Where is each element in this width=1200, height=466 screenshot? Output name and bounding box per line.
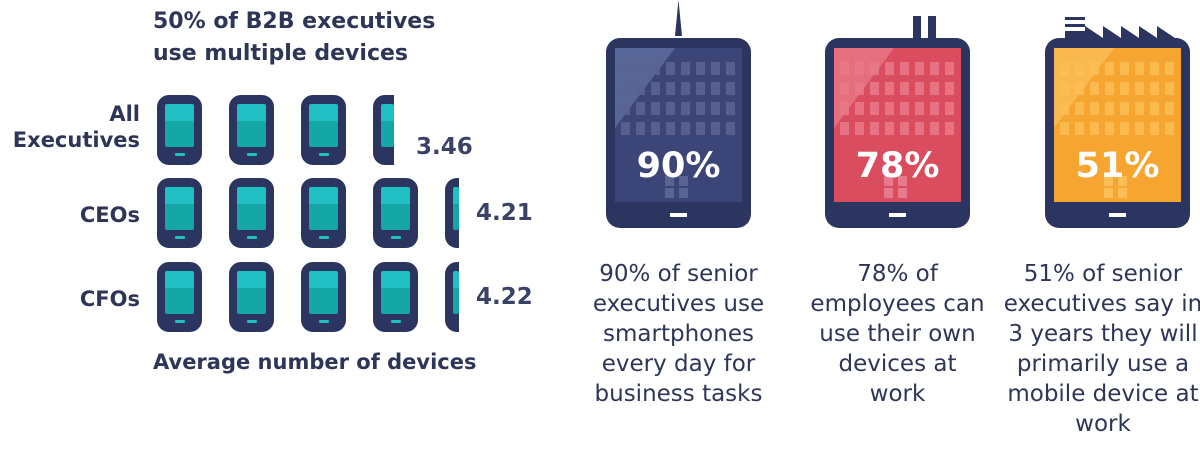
device-mark: [157, 262, 202, 332]
stat-caption: 78% of employees can use their own devic…: [810, 261, 985, 407]
building-windows: [834, 48, 961, 202]
device-screen: [1054, 48, 1181, 202]
device-mark: [229, 178, 274, 248]
building-windows: [615, 48, 742, 202]
stat-percent: 90%: [636, 146, 721, 186]
value-label-cfos: 4.22: [476, 284, 533, 310]
home-button: [318, 236, 329, 239]
home-button: [1109, 213, 1126, 217]
factory-roof-icon: [1065, 17, 1175, 38]
device-mark: [229, 262, 274, 332]
home-button: [174, 153, 185, 156]
home-button: [246, 153, 257, 156]
device-mark: [301, 95, 346, 165]
device-screen: [834, 48, 961, 202]
chart-title: 50% of B2B executives use multiple devic…: [153, 6, 473, 70]
x-axis-label: Average number of devices: [153, 350, 477, 374]
antenna-icon: [675, 0, 682, 36]
smartphone-device: [606, 38, 751, 228]
device-screen: [615, 48, 742, 202]
device-mark: [301, 262, 346, 332]
device-mark: [445, 178, 459, 248]
device-mark: [373, 95, 394, 165]
tablet-device: [825, 38, 970, 228]
stat-caption: 51% of senior executives say in 3 years …: [1003, 261, 1200, 437]
home-button: [174, 236, 185, 239]
home-button: [390, 236, 401, 239]
stat-caption: 90% of senior executives use smartphones…: [592, 261, 765, 407]
row-label-cfos: CFOs: [79, 287, 140, 311]
row-label-all-executives: All Executives: [12, 102, 140, 152]
tablet-device: [1045, 38, 1190, 228]
home-button: [246, 320, 257, 323]
stat-percent: 78%: [855, 146, 940, 186]
home-button: [318, 153, 329, 156]
stat-percent: 51%: [1075, 146, 1160, 186]
home-button: [390, 320, 401, 323]
home-button: [670, 213, 687, 217]
home-button: [174, 320, 185, 323]
building-windows: [1054, 48, 1181, 202]
home-button: [318, 320, 329, 323]
row-label-ceos: CEOs: [79, 203, 140, 227]
home-button: [246, 236, 257, 239]
chimney-icon: [913, 16, 936, 38]
device-mark: [373, 262, 418, 332]
device-mark: [157, 95, 202, 165]
home-button: [889, 213, 906, 217]
chart-title-text: 50% of B2B executives use multiple devic…: [153, 9, 436, 66]
value-label-ceos: 4.21: [476, 200, 533, 226]
device-mark: [301, 178, 346, 248]
value-label-all-executives: 3.46: [416, 134, 473, 160]
device-mark: [445, 262, 459, 332]
device-mark: [229, 95, 274, 165]
device-mark: [157, 178, 202, 248]
device-mark: [373, 178, 418, 248]
